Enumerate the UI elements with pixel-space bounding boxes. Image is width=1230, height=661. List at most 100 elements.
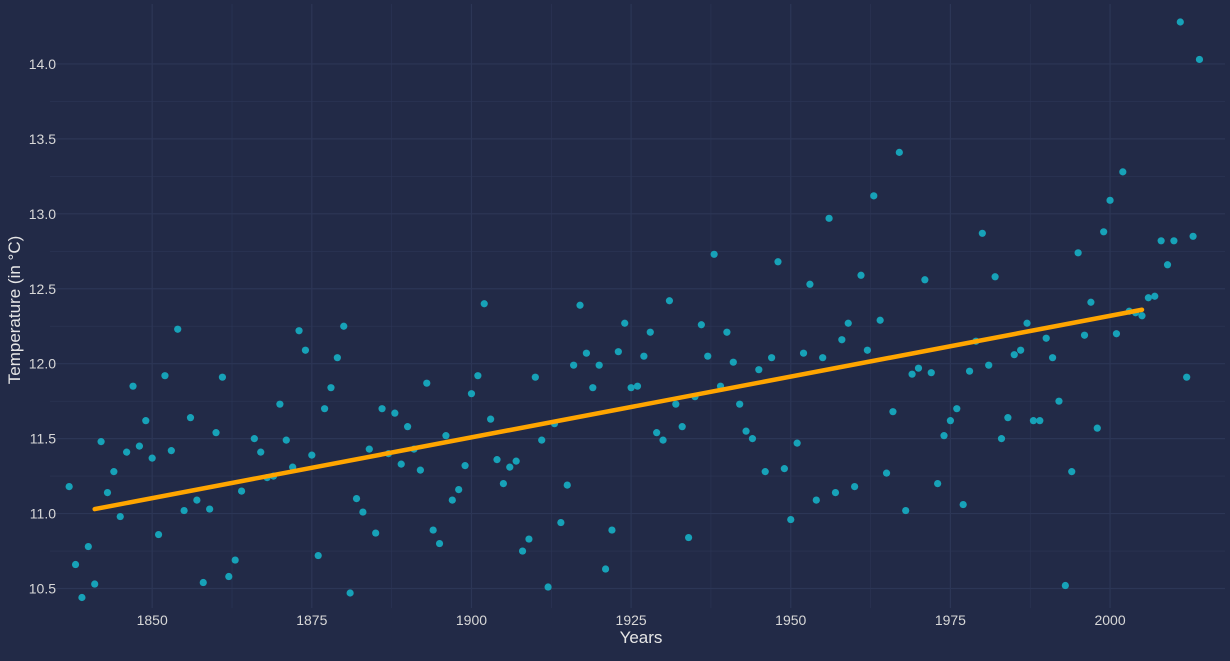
data-point [167,447,175,455]
data-point [723,328,731,336]
data-point [736,400,744,408]
trend-line-group [92,307,1145,512]
data-point [684,533,693,542]
data-point [934,480,942,488]
y-tick-label: 12.5 [29,281,56,297]
data-point [812,496,820,504]
data-point [123,448,131,456]
data-point [710,250,718,258]
data-point [442,432,450,440]
data-point [1023,319,1031,327]
trend-line [92,307,1145,512]
data-point [1080,331,1089,339]
data-point [601,565,610,573]
data-point [1183,373,1191,381]
data-point [416,466,424,474]
y-tick-label: 11.0 [30,506,56,522]
data-point [295,327,303,335]
data-point [851,483,859,491]
data-point [180,506,188,515]
data-point [1017,346,1025,354]
data-point [225,572,233,581]
data-point [71,560,80,569]
data-point [154,530,163,539]
data-point [1151,292,1159,300]
x-tick-label: 1900 [456,612,487,628]
grid [50,4,1225,608]
data-point [755,366,763,374]
data-point [870,192,878,200]
data-point [237,487,246,495]
data-point [148,454,156,462]
data-point [378,405,386,413]
data-point [282,436,290,444]
data-point [1061,581,1069,590]
data-point [902,506,910,515]
x-tick-label: 1850 [137,612,168,628]
data-point [991,273,999,281]
data-point [91,580,99,588]
data-point [493,456,501,464]
data-point [940,432,948,440]
data-point [621,319,629,327]
data-point [1189,232,1197,240]
data-point [480,300,488,308]
data-point [231,556,239,564]
data-point [697,321,705,329]
data-point [161,372,169,380]
data-point [97,438,105,446]
data-point [978,229,986,237]
data-point [582,349,591,357]
y-tick-label: 12.0 [29,356,56,372]
data-point [1119,168,1127,176]
data-point [838,336,846,344]
data-point [863,346,871,354]
y-axis-label: Temperature (in °C) [5,236,24,385]
data-point [1036,417,1044,425]
data-point [768,354,776,362]
data-point [333,354,341,362]
data-point [487,415,495,423]
data-point [831,488,840,497]
data-point [340,322,348,330]
data-point [985,361,993,369]
data-point [742,427,750,435]
data-point [506,463,514,471]
data-point [787,515,795,524]
data-point [825,214,833,222]
data-point [186,414,195,422]
data-point [799,349,808,357]
data-point [819,354,827,362]
data-point [103,488,112,497]
data-point [1176,18,1184,26]
data-point [780,465,788,473]
data-point [965,367,974,375]
data-point [1170,237,1178,245]
data-point [576,301,584,309]
data-point [525,535,533,543]
data-point [135,442,144,450]
data-point [959,500,967,509]
x-tick-label: 2000 [1094,612,1125,628]
data-point [276,400,284,408]
data-point [1055,397,1063,405]
data-point [193,496,201,504]
data-point [889,408,897,416]
data-point [78,593,86,602]
data-point [531,373,539,381]
data-point [448,496,456,504]
data-point [895,148,903,156]
data-point [359,508,367,516]
data-point [518,547,527,555]
data-point [1106,196,1114,204]
y-tick-label: 13.0 [29,206,56,222]
data-point [1029,417,1038,425]
data-point [595,361,603,369]
data-point [1087,298,1095,306]
data-point [1144,294,1152,302]
data-point [997,435,1006,443]
data-point [346,589,354,597]
data-point [921,276,929,284]
data-point [857,271,865,279]
